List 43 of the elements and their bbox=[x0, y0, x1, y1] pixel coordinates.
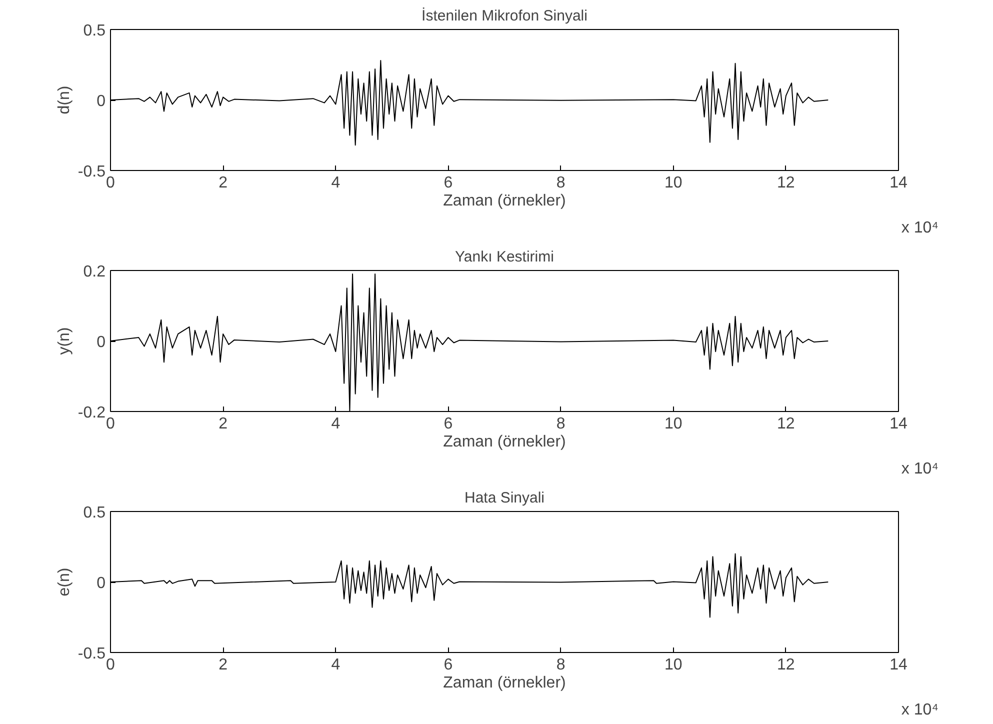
x-tick-label: 4 bbox=[331, 656, 340, 674]
x-axis-title: Zaman (örnekler) bbox=[443, 674, 566, 692]
x-tick-label: 12 bbox=[777, 416, 795, 432]
x-tick-label: 10 bbox=[664, 416, 682, 432]
x-axis-title: Zaman (örnekler) bbox=[443, 434, 566, 450]
x-tick-label: 10 bbox=[664, 656, 682, 674]
text: x 10⁴ bbox=[901, 460, 939, 478]
y-tick-label: 0.5 bbox=[83, 22, 106, 40]
y-tick-label: 0.5 bbox=[83, 504, 106, 522]
x-tick-label: 8 bbox=[556, 174, 566, 192]
y-tick-label: 0.2 bbox=[83, 264, 106, 280]
y-tick-label: -0.2 bbox=[78, 404, 106, 422]
x-tick-label: 12 bbox=[777, 174, 795, 192]
chart-title: Hata Sinyali bbox=[464, 490, 545, 506]
x-tick-label: 6 bbox=[444, 174, 453, 192]
line-series bbox=[110, 274, 829, 412]
x-tick-label: 12 bbox=[777, 656, 795, 674]
x-tick-label: 2 bbox=[218, 174, 228, 192]
x-tick-label: 6 bbox=[444, 416, 453, 432]
y-tick-label: 0 bbox=[96, 334, 106, 351]
chart-title: Yankı Kestirimi bbox=[455, 248, 554, 266]
y-tick-label: -0.5 bbox=[78, 646, 106, 662]
x-tick-label: 8 bbox=[556, 416, 566, 432]
x-tick-label: 14 bbox=[890, 416, 908, 432]
y-axis-title: e(n) bbox=[56, 568, 73, 596]
x-axis-title: Zaman (örnekler) bbox=[443, 192, 566, 210]
x-tick-label: 2 bbox=[218, 416, 228, 432]
x-tick-label: 2 bbox=[218, 656, 228, 674]
text: x 10⁴ bbox=[901, 220, 939, 236]
y-tick-label: -0.5 bbox=[78, 164, 106, 180]
y-tick-label: 0 bbox=[96, 93, 106, 110]
x-tick-label: 14 bbox=[890, 656, 908, 674]
x-tick-label: 14 bbox=[890, 174, 908, 192]
text: x 10⁴ bbox=[901, 702, 939, 718]
y-axis-title: d(n) bbox=[56, 86, 73, 114]
x-tick-label: 8 bbox=[556, 656, 566, 674]
x-tick-label: 10 bbox=[664, 174, 682, 192]
y-axis-title: y(n) bbox=[56, 327, 73, 355]
x-tick-label: 6 bbox=[444, 656, 453, 674]
chart-title: İstenilen Mikrofon Sinyali bbox=[422, 6, 588, 24]
x-tick-label: 4 bbox=[331, 416, 340, 432]
x-tick-label: 4 bbox=[331, 174, 340, 192]
y-tick-label: 0 bbox=[96, 575, 106, 592]
